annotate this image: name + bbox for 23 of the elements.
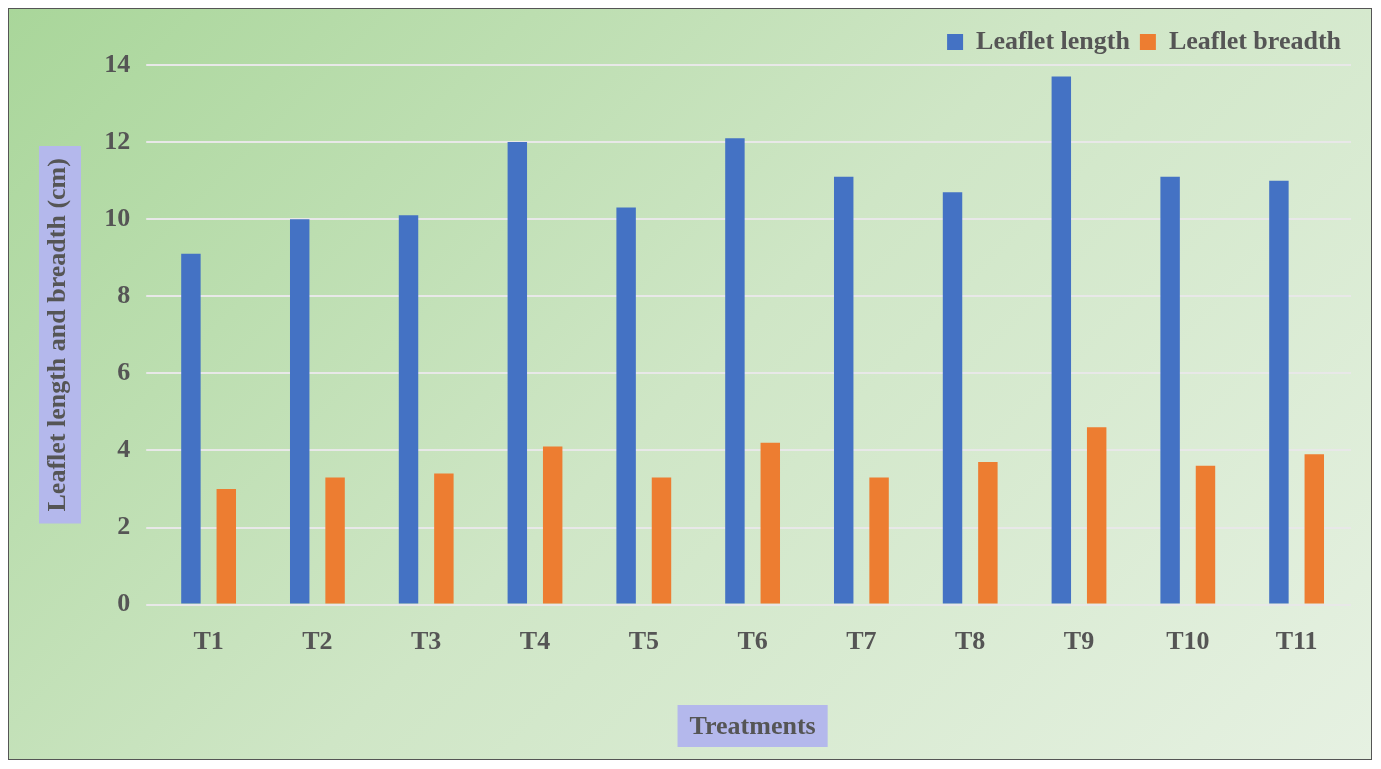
legend-label: Leaflet length: [976, 25, 1131, 55]
x-tick-label: T2: [302, 625, 333, 655]
y-tick-label: 2: [117, 511, 131, 541]
x-tick-label: T9: [1063, 625, 1095, 655]
x-tick-label: T8: [955, 625, 986, 655]
x-tick-label: T11: [1275, 625, 1318, 655]
x-tick-label: T1: [193, 625, 224, 655]
x-tick-label: T6: [737, 625, 768, 655]
x-axis-title: Treatments: [689, 711, 816, 741]
x-tick-label: T5: [628, 625, 659, 655]
y-tick-label: 8: [117, 279, 131, 309]
y-tick-label: 0: [117, 588, 131, 618]
y-tick-label: 4: [117, 434, 131, 464]
y-axis-title: Leaflet length and breadth (cm): [42, 158, 72, 512]
y-tick-label: 12: [104, 125, 131, 155]
y-tick-label: 10: [104, 202, 131, 232]
x-tick-label: T7: [846, 625, 877, 655]
x-tick-label: T3: [411, 625, 442, 655]
legend-label: Leaflet breadth: [1168, 25, 1342, 55]
y-tick-label: 14: [104, 48, 131, 78]
y-tick-label: 6: [117, 357, 131, 387]
x-tick-label: T10: [1166, 625, 1210, 655]
x-tick-label: T4: [519, 625, 551, 655]
